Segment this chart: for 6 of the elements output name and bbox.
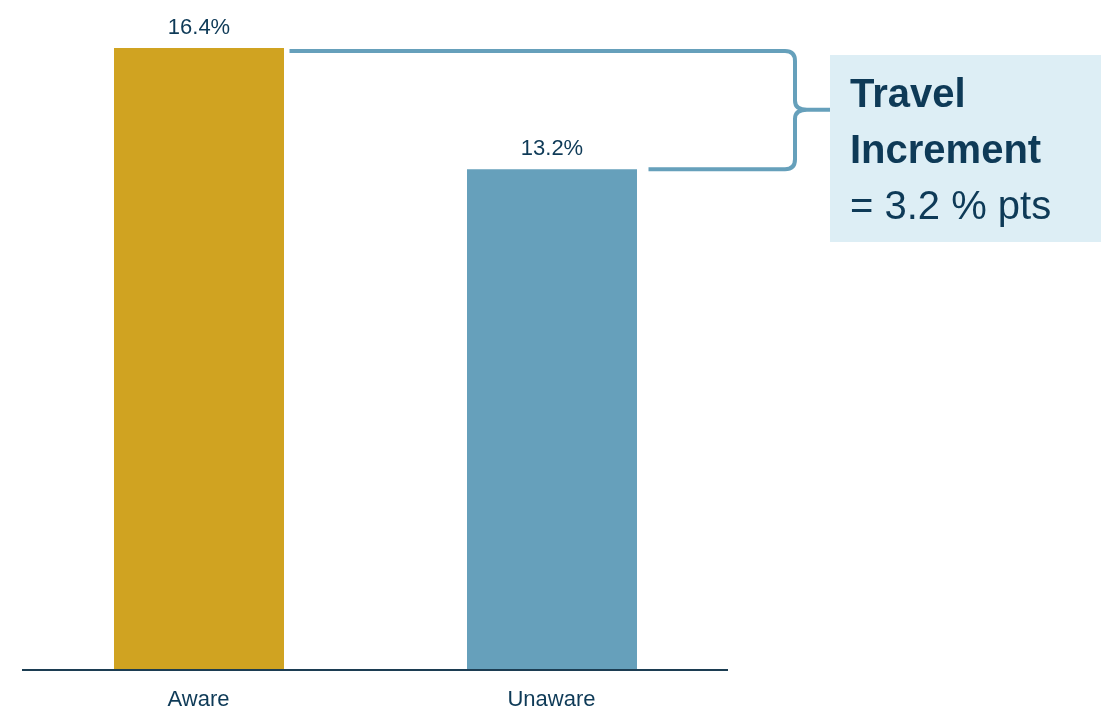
text: = 3.2 % pts (850, 182, 1053, 229)
x-tick-label: Unaware (507, 685, 596, 711)
x-tick-label: Aware (167, 685, 230, 711)
data-label: 16.4% (167, 14, 231, 39)
data-label: 13.2% (520, 135, 584, 161)
text: Travel Increment (850, 70, 1043, 173)
